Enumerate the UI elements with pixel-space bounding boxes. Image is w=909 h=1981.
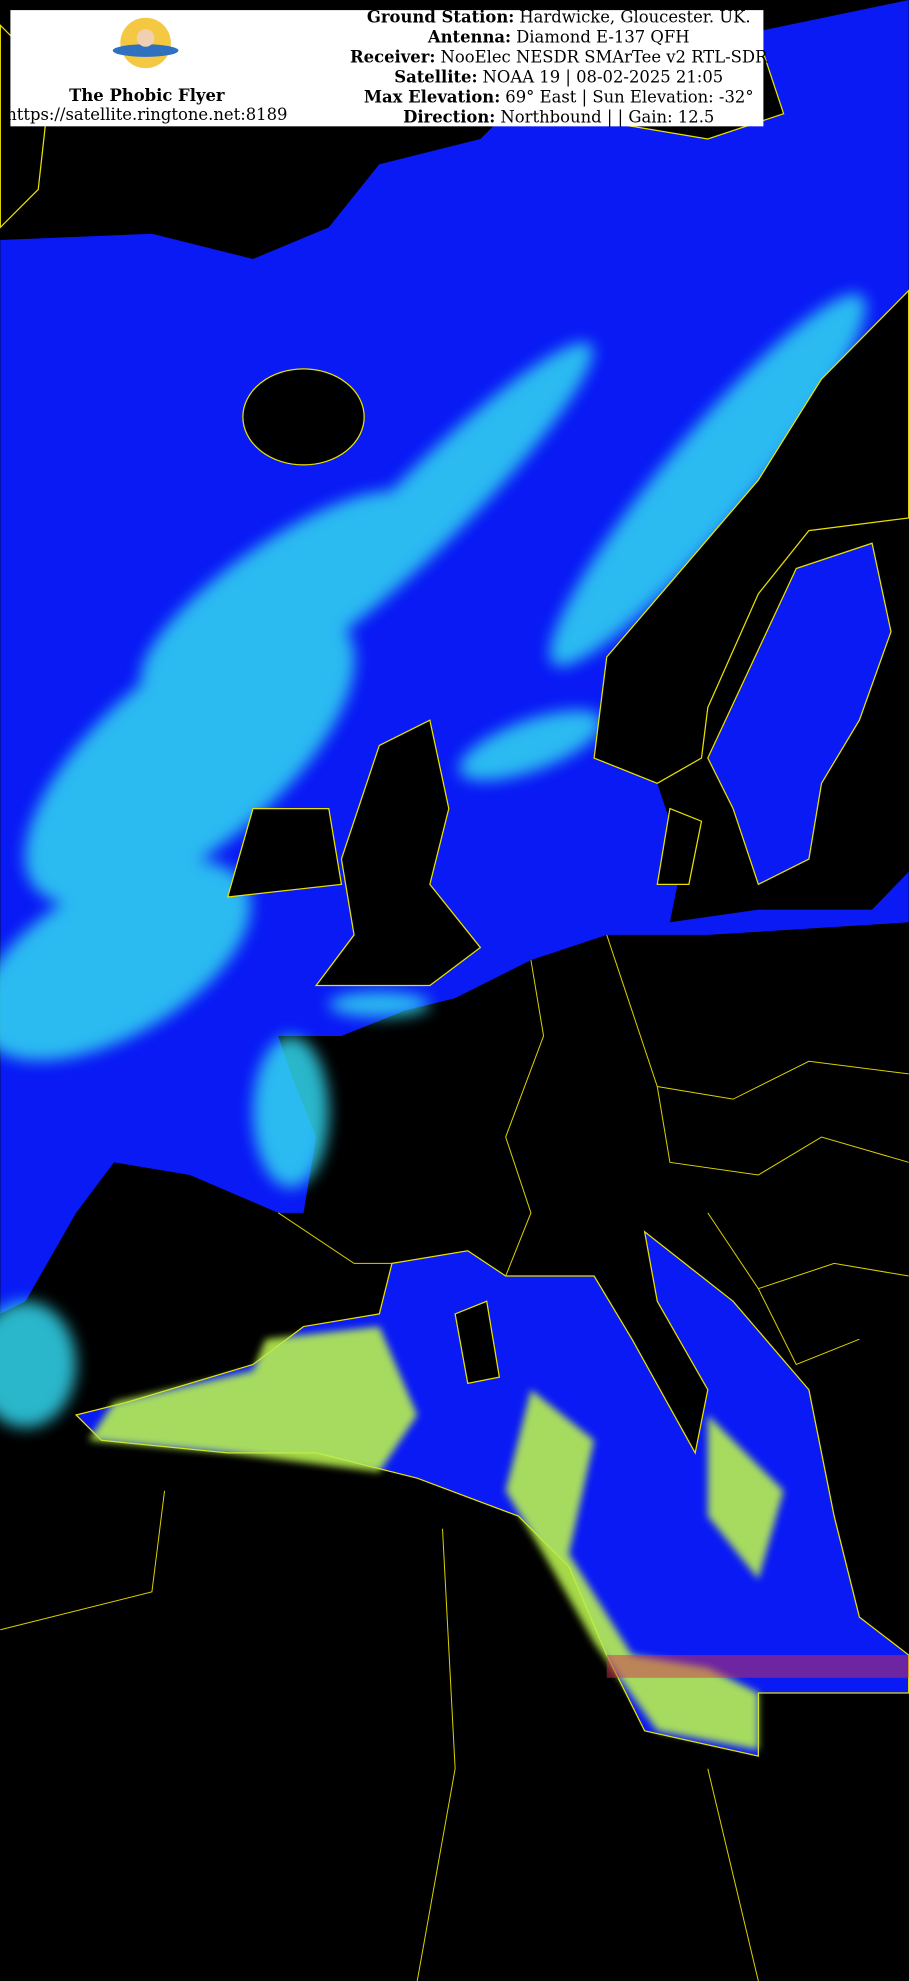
- info-label: Satellite:: [394, 68, 477, 87]
- info-value: NOAA 19 | 08-02-2025 21:05: [483, 68, 724, 87]
- ocean: [0, 0, 909, 1314]
- info-value: Hardwicke, Gloucester. UK.: [519, 8, 750, 27]
- info-line: Direction: Northbound | | Gain: 12.5: [403, 108, 714, 127]
- info-line: Receiver: NooElec NESDR SMArTee v2 RTL-SD…: [350, 48, 768, 67]
- baltic-sea: [707, 542, 892, 886]
- info-label: Direction:: [403, 108, 495, 127]
- station-info: Ground Station: Hardwicke, Gloucester. UK…: [350, 8, 768, 127]
- info-label: Antenna:: [427, 28, 511, 47]
- info-value: NooElec NESDR SMArTee v2 RTL-SDR: [441, 48, 769, 67]
- borders: [0, 934, 909, 1981]
- info-line: Ground Station: Hardwicke, Gloucester. UK…: [367, 8, 751, 27]
- info-line: Max Elevation: 69° East | Sun Elevation: …: [364, 88, 754, 107]
- site-url: https://satellite.ringtone.net:8189: [6, 105, 287, 124]
- logo: [112, 17, 179, 69]
- info-line: Satellite: NOAA 19 | 08-02-2025 21:05: [394, 68, 723, 87]
- info-value: 69° East | Sun Elevation: -32°: [505, 88, 753, 107]
- info-value: Northbound | | Gain: 12.5: [500, 108, 714, 127]
- cloud-cover: [0, 294, 866, 1428]
- info-label: Receiver:: [350, 48, 435, 67]
- info-label: Max Elevation:: [364, 88, 500, 107]
- noise-band: [606, 1655, 909, 1678]
- info-value: Diamond E-137 QFH: [516, 28, 689, 47]
- site-name: The Phobic Flyer: [69, 86, 225, 105]
- info-line: Antenna: Diamond E-137 QFH: [427, 28, 690, 47]
- info-label: Ground Station:: [367, 8, 514, 27]
- sea-surface: [88, 1326, 784, 1750]
